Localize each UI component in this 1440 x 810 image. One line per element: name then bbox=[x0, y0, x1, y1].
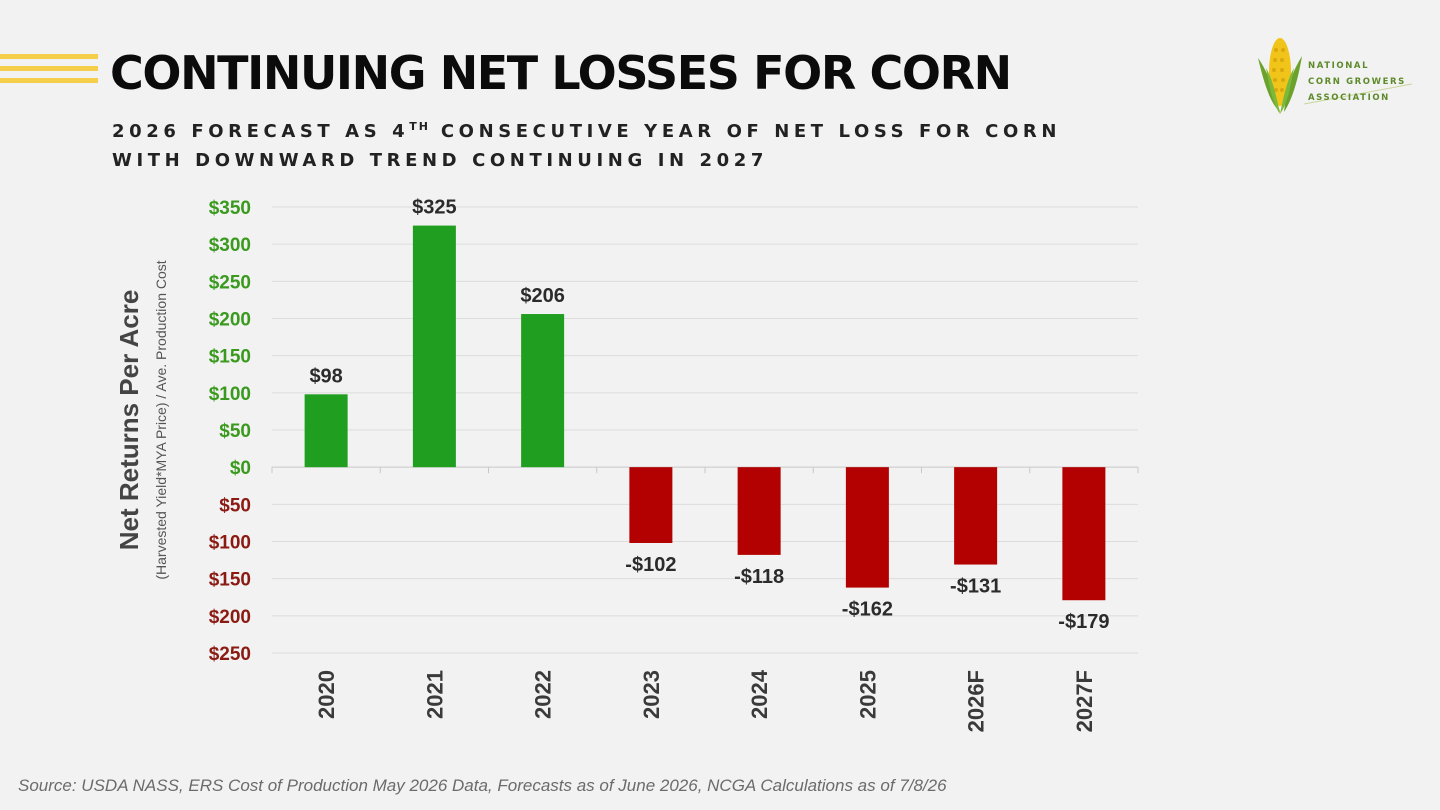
x-tick-label: 2021 bbox=[422, 670, 447, 719]
bar-2026F bbox=[954, 467, 998, 565]
data-label: -$118 bbox=[734, 566, 784, 588]
data-label: $98 bbox=[309, 365, 342, 387]
header-stripes bbox=[0, 54, 98, 90]
logo-text: NATIONAL CORN GROWERS ASSOCIATION bbox=[1308, 61, 1406, 103]
y-tick-label: $0 bbox=[230, 458, 251, 479]
y-tick-label: $200 bbox=[209, 607, 251, 628]
y-tick-label: $50 bbox=[219, 495, 251, 516]
source-note: Source: USDA NASS, ERS Cost of Productio… bbox=[18, 776, 947, 795]
y-tick-label: $100 bbox=[209, 533, 251, 554]
subtitle-line-1: 2026 FORECAST AS 4TH CONSECUTIVE YEAR OF… bbox=[112, 120, 1062, 142]
data-label: $206 bbox=[520, 285, 565, 307]
x-tick-label: 2026F bbox=[964, 670, 989, 732]
y-tick-label: $50 bbox=[219, 421, 251, 442]
data-label: $325 bbox=[412, 197, 457, 219]
y-tick-label: $150 bbox=[209, 347, 251, 368]
y-axis-title: Net Returns Per Acre bbox=[114, 290, 144, 551]
x-tick-label: 2024 bbox=[747, 669, 772, 719]
subtitle-line-2: WITH DOWNWARD TREND CONTINUING IN 2027 bbox=[112, 150, 769, 171]
bar-2020 bbox=[304, 394, 348, 468]
y-tick-label: $250 bbox=[209, 644, 251, 665]
bar-2021 bbox=[412, 225, 456, 468]
x-tick-label: 2025 bbox=[855, 670, 880, 719]
data-label: -$131 bbox=[950, 576, 1001, 598]
data-label: -$102 bbox=[625, 554, 676, 576]
bar-2027F bbox=[1062, 467, 1106, 601]
data-label: -$162 bbox=[842, 599, 893, 621]
x-tick-label: 2023 bbox=[639, 670, 664, 719]
y-tick-label: $300 bbox=[209, 235, 251, 256]
x-tick-label: 2027F bbox=[1072, 670, 1097, 732]
y-tick-label: $200 bbox=[209, 310, 251, 331]
bar-2024 bbox=[737, 467, 781, 555]
bar-2023 bbox=[629, 467, 673, 543]
y-tick-label: $150 bbox=[209, 570, 251, 591]
y-axis-subtitle: (Harvested Yield*MYA Price) / Ave. Produ… bbox=[153, 260, 169, 579]
bar-2022 bbox=[521, 314, 565, 468]
corn-logo-icon bbox=[1258, 38, 1413, 114]
bar-2025 bbox=[845, 467, 889, 588]
x-tick-label: 2022 bbox=[531, 670, 556, 719]
x-tick-label: 2020 bbox=[314, 670, 339, 719]
data-label: -$179 bbox=[1058, 611, 1109, 633]
y-tick-label: $350 bbox=[209, 198, 251, 219]
y-tick-label: $100 bbox=[209, 384, 251, 405]
page-subtitle: 2026 FORECAST AS 4TH CONSECUTIVE YEAR OF… bbox=[112, 112, 1061, 175]
y-tick-label: $250 bbox=[209, 272, 251, 293]
page-title: CONTINUING NET LOSSES FOR CORN bbox=[110, 46, 1012, 100]
